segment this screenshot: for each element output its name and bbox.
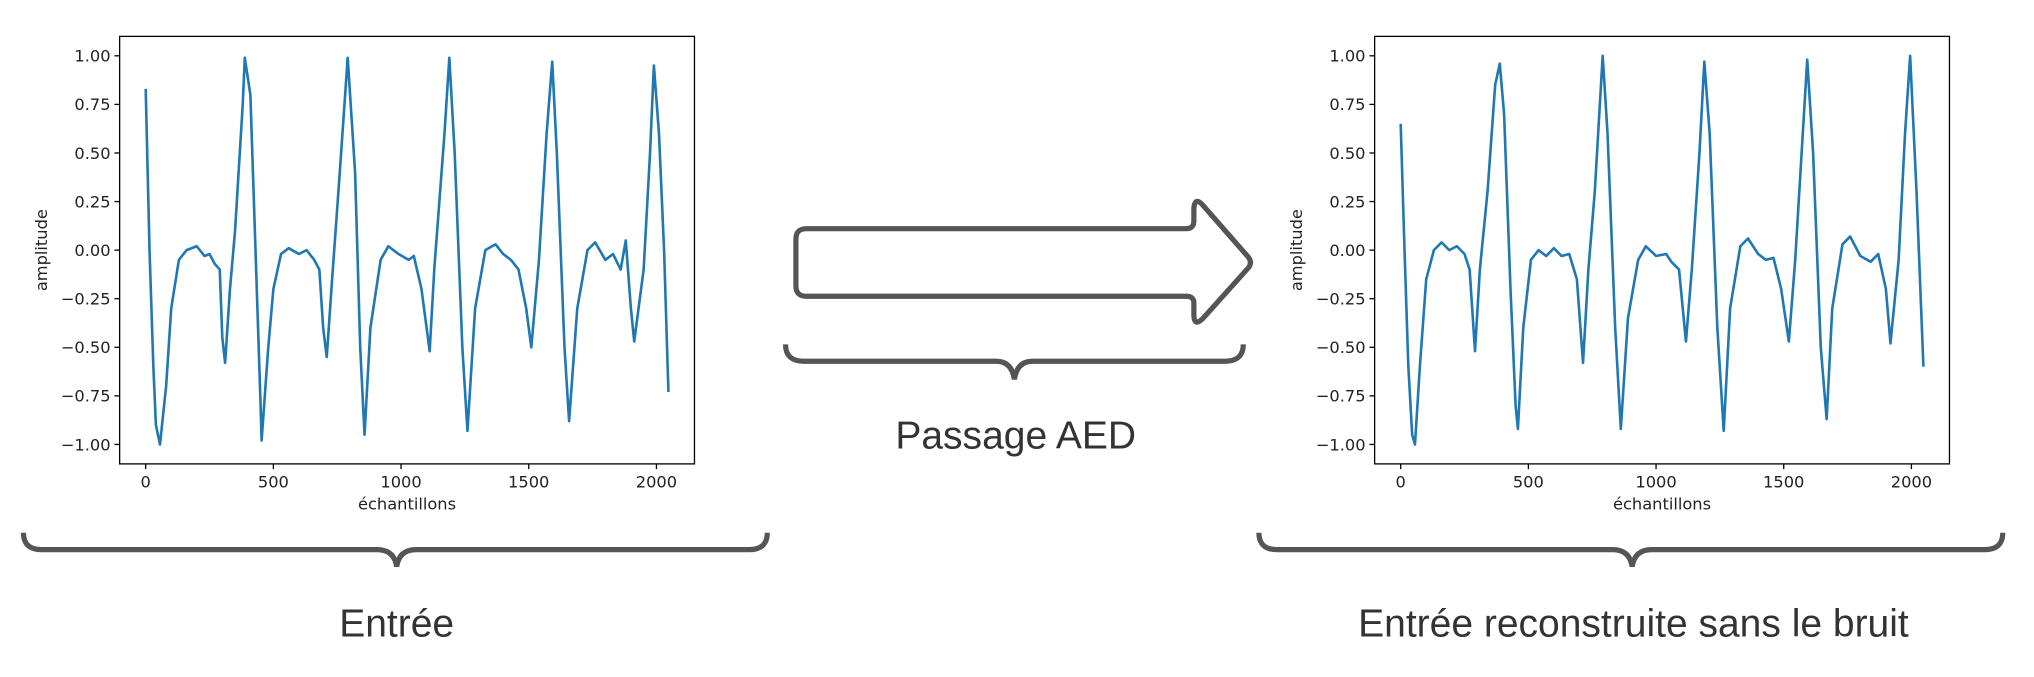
y-tick-label: 0.75 xyxy=(1329,95,1365,114)
brace xyxy=(20,532,770,568)
x-tick-label: 2000 xyxy=(636,472,677,491)
plot-frame xyxy=(118,35,696,465)
signal-line xyxy=(144,56,670,446)
y-tick-label: −0.50 xyxy=(61,338,111,357)
y-tick-label: −0.75 xyxy=(1316,387,1366,406)
brace xyxy=(782,344,1246,380)
x-tick-label: 1000 xyxy=(1635,472,1676,491)
y-tick-label: −0.50 xyxy=(1316,338,1366,357)
y-tick-label: 0.25 xyxy=(1329,192,1365,211)
y-tick-label: 0.00 xyxy=(1329,241,1365,260)
y-tick-label: 0.75 xyxy=(74,95,110,114)
y-tick-label: 0.00 xyxy=(74,241,110,260)
arrow xyxy=(793,198,1254,325)
x-tick-label: 0 xyxy=(141,472,151,491)
x-axis-label: échantillons xyxy=(358,494,456,513)
output-label: Entrée reconstruite sans le bruit xyxy=(1358,603,1909,646)
y-tick-label: −0.75 xyxy=(61,387,111,406)
signal-line xyxy=(1399,54,1925,446)
x-tick-label: 0 xyxy=(1396,472,1406,491)
y-tick-label: −0.25 xyxy=(61,290,111,309)
y-tick-label: 0.50 xyxy=(74,144,110,163)
y-tick-label: 1.00 xyxy=(74,47,110,66)
process-label: Passage AED xyxy=(895,414,1136,457)
input-label: Entrée xyxy=(339,603,454,646)
x-tick-label: 1500 xyxy=(1763,472,1804,491)
x-tick-label: 1000 xyxy=(380,472,421,491)
x-tick-label: 2000 xyxy=(1891,472,1932,491)
y-tick-label: 0.50 xyxy=(1329,144,1365,163)
y-axis-label: amplitude xyxy=(32,209,51,291)
x-axis-label: échantillons xyxy=(1613,494,1711,513)
y-tick-label: −1.00 xyxy=(1316,435,1366,454)
x-tick-label: 1500 xyxy=(508,472,549,491)
brace xyxy=(1256,532,2006,568)
x-tick-label: 500 xyxy=(258,472,289,491)
x-tick-label: 500 xyxy=(1513,472,1544,491)
y-tick-label: −1.00 xyxy=(61,435,111,454)
y-axis-label: amplitude xyxy=(1287,209,1306,291)
y-tick-label: −0.25 xyxy=(1316,290,1366,309)
y-tick-label: 0.25 xyxy=(74,192,110,211)
y-tick-label: 1.00 xyxy=(1329,47,1365,66)
